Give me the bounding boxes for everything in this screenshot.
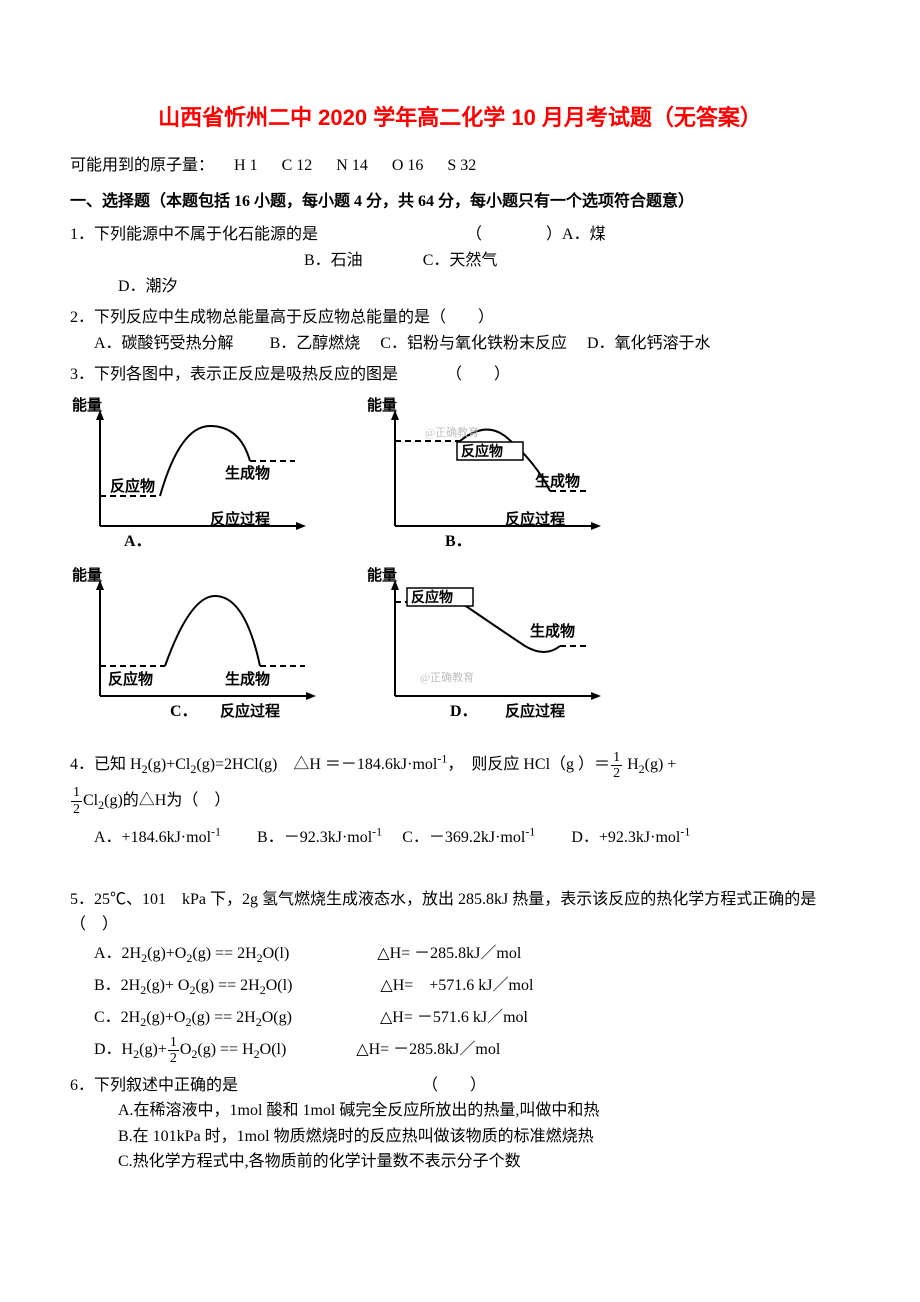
svg-text:D．: D． [450, 703, 478, 720]
svg-text:能量: 能量 [367, 566, 397, 584]
diagram-c: 能量 反应物 生成物 反应过程 C． [70, 566, 335, 726]
atomic-masses: 可能用到的原子量： H 1 C 12 N 14 O 16 S 32 [70, 153, 850, 179]
page-title: 山西省忻州二中 2020 学年高二化学 10 月月考试题（无答案） [70, 100, 850, 135]
diagram-a: 能量 反应物 生成物 反应过程 A． [70, 396, 335, 556]
q2-c: C．铝粉与氧化铁粉末反应 [380, 335, 567, 352]
svg-text:@正确教育: @正确教育 [420, 670, 474, 684]
svg-text:能量: 能量 [367, 396, 397, 414]
svg-text:反应过程: 反应过程 [505, 702, 565, 720]
q5-c: C．2H2(g)+O2(g) == 2H2O(g) △H= －571.6 kJ／… [94, 1002, 850, 1034]
diagram-d: 能量 反应物 生成物 @正确教育 反应过程 D． [365, 566, 630, 726]
q1-d: D．潮汐 [70, 278, 178, 295]
svg-text:B．: B． [445, 533, 472, 550]
svg-text:反应物: 反应物 [110, 477, 155, 495]
svg-text:生成物: 生成物 [225, 464, 270, 482]
q5-d: D．H2(g)+12O2(g) == H2O(l) △H= －285.8kJ／m… [94, 1034, 850, 1066]
atom-s: S 32 [447, 157, 476, 174]
q4-b: B．－92.3kJ·mol-1 [257, 829, 382, 846]
q6-c: C.热化学方程式中,各物质前的化学计量数不表示分子个数 [70, 1153, 521, 1170]
q4-opts: A．+184.6kJ·mol-1 B．－92.3kJ·mol-1 C．－369.… [70, 829, 690, 846]
question-6: 6．下列叙述中正确的是 （ ） A.在稀溶液中，1mol 酸和 1mol 碱完全… [70, 1073, 850, 1175]
q5-a: A．2H2(g)+O2(g) == 2H2O(l) △H= －285.8kJ／m… [94, 938, 850, 970]
atom-n: N 14 [336, 157, 368, 174]
q1-blank: （ ） [466, 222, 562, 248]
atomic-prefix: 可能用到的原子量： [70, 157, 214, 174]
svg-text:生成物: 生成物 [535, 472, 580, 490]
q2-opts: A．碳酸钙受热分解 B．乙醇燃烧 C．铝粉与氧化铁粉末反应 D．氧化钙溶于水 [70, 335, 711, 352]
svg-text:反应过程: 反应过程 [505, 510, 565, 528]
q4-d: D．+92.3kJ·mol-1 [571, 829, 690, 846]
q2-b: B．乙醇燃烧 [270, 335, 361, 352]
q5-b: B．2H2(g)+ O2(g) == 2H2O(l) △H= +571.6 kJ… [94, 970, 850, 1002]
q4-stem: 4．已知 H2(g)+Cl2(g)=2HCl(g) △H ＝－184.6kJ·m… [70, 756, 676, 809]
svg-text:@正确教育: @正确教育 [425, 425, 479, 439]
question-1: 1．下列能源中不属于化石能源的是 （ ）A．煤 B．石油 C．天然气 D．潮汐 [70, 222, 850, 299]
atom-h: H 1 [234, 157, 258, 174]
q6-stem: 6．下列叙述中正确的是 [70, 1077, 238, 1094]
svg-text:反应过程: 反应过程 [220, 702, 280, 720]
q4-a: A．+184.6kJ·mol-1 [94, 829, 221, 846]
question-2: 2．下列反应中生成物总能量高于反应物总能量的是（ ） A．碳酸钙受热分解 B．乙… [70, 305, 850, 356]
atom-c: C 12 [282, 157, 313, 174]
atom-o: O 16 [392, 157, 424, 174]
svg-text:C．: C． [170, 703, 198, 720]
q1-b: B．石油 [304, 252, 363, 269]
q1-a: A．煤 [562, 226, 606, 243]
svg-text:反应物: 反应物 [108, 670, 153, 688]
q5-stem: 5．25℃、101 kPa 下，2g 氢气燃烧生成液态水，放出 285.8kJ … [70, 891, 816, 934]
svg-text:生成物: 生成物 [530, 622, 575, 640]
q1-c: C．天然气 [423, 252, 498, 269]
q2-a: A．碳酸钙受热分解 [94, 335, 234, 352]
q1-stem: 1．下列能源中不属于化石能源的是 [70, 226, 318, 243]
question-4: 4．已知 H2(g)+Cl2(g)=2HCl(g) △H ＝－184.6kJ·m… [70, 746, 850, 855]
q3-blank: （ ） [446, 362, 510, 388]
y-label: 能量 [72, 396, 102, 414]
q4-c: C．－369.2kJ·mol-1 [402, 829, 535, 846]
q2-stem: 2．下列反应中生成物总能量高于反应物总能量的是（ ） [70, 309, 494, 326]
q6-a: A.在稀溶液中，1mol 酸和 1mol 碱完全反应所放出的热量,叫做中和热 [70, 1102, 599, 1119]
svg-text:能量: 能量 [72, 566, 102, 584]
q2-d: D．氧化钙溶于水 [587, 335, 711, 352]
svg-text:生成物: 生成物 [225, 670, 270, 688]
question-5: 5．25℃、101 kPa 下，2g 氢气燃烧生成液态水，放出 285.8kJ … [70, 887, 850, 1067]
svg-text:反应物: 反应物 [411, 589, 453, 606]
svg-text:反应过程: 反应过程 [210, 510, 270, 528]
energy-diagrams: 能量 反应物 生成物 反应过程 A． 能量 [70, 396, 630, 726]
section-1-head: 一、选择题（本题包括 16 小题，每小题 4 分，共 64 分，每小题只有一个选… [70, 189, 850, 215]
question-3: 3．下列各图中，表示正反应是吸热反应的图是 （ ） [70, 362, 850, 388]
diagram-b: 能量 反应物 生成物 @正确教育 反应过程 B． [365, 396, 630, 556]
svg-text:反应物: 反应物 [461, 443, 503, 460]
q6-b: B.在 101kPa 时，1mol 物质燃烧时的反应热叫做该物质的标准燃烧热 [70, 1128, 594, 1145]
q6-blank: （ ） [422, 1073, 486, 1099]
q3-stem: 3．下列各图中，表示正反应是吸热反应的图是 [70, 366, 398, 383]
svg-text:A．: A． [124, 533, 152, 550]
